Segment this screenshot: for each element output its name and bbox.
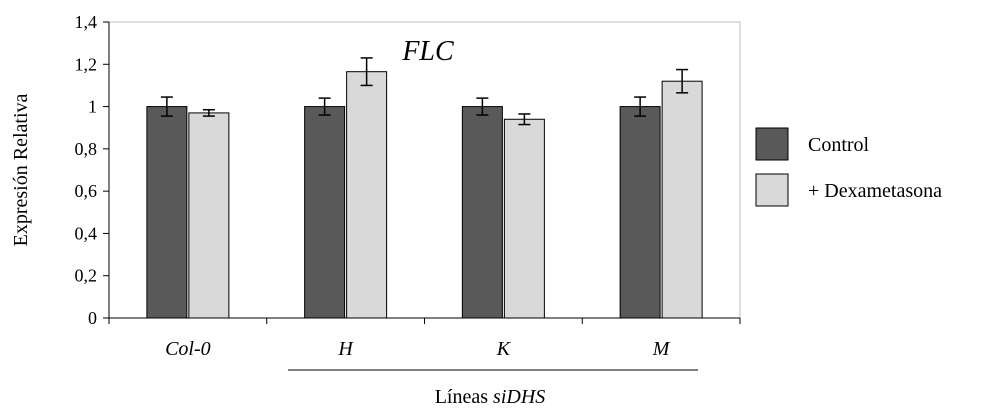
bar [146,106,188,319]
x-axis-title-prefix: Líneas [435,386,493,408]
y-axis: 0 0,2 0,4 0,6 0,8 1 1,2 1,4 [75,12,110,328]
y-tick-label: 0,4 [75,223,98,243]
bar [304,106,346,319]
y-tick-label: 1 [88,97,97,117]
bar [461,106,503,319]
y-tick-label: 1,4 [75,12,98,32]
bar [188,112,230,319]
chart-title: FLC [401,36,454,67]
y-tick-label: 0,8 [75,139,98,159]
x-axis-title-italic: siDHS [493,386,545,408]
y-tick-label: 0,6 [75,181,98,201]
x-tick-label: K [496,338,512,360]
bar [619,106,661,319]
legend: Control + Dexametasona [755,127,942,207]
legend-swatch [755,127,789,161]
y-tick-label: 0 [88,308,97,328]
bar [346,71,388,319]
x-tick-label: Col-0 [165,338,211,360]
x-axis-title: Líneas siDHS [435,386,546,408]
bar [503,118,545,319]
bar [661,80,703,319]
y-tick-label: 0,2 [75,266,98,286]
legend-label: + Dexametasona [808,180,942,202]
x-tick-label: M [652,338,671,360]
x-tick-label: H [337,338,354,360]
legend-label: Control [808,134,870,156]
x-axis: Col-0 H K M [108,317,741,360]
y-tick-label: 1,2 [75,54,98,74]
bar-series [146,57,703,319]
legend-swatch [755,173,789,207]
y-axis-title: Expresión Relativa [10,94,32,247]
